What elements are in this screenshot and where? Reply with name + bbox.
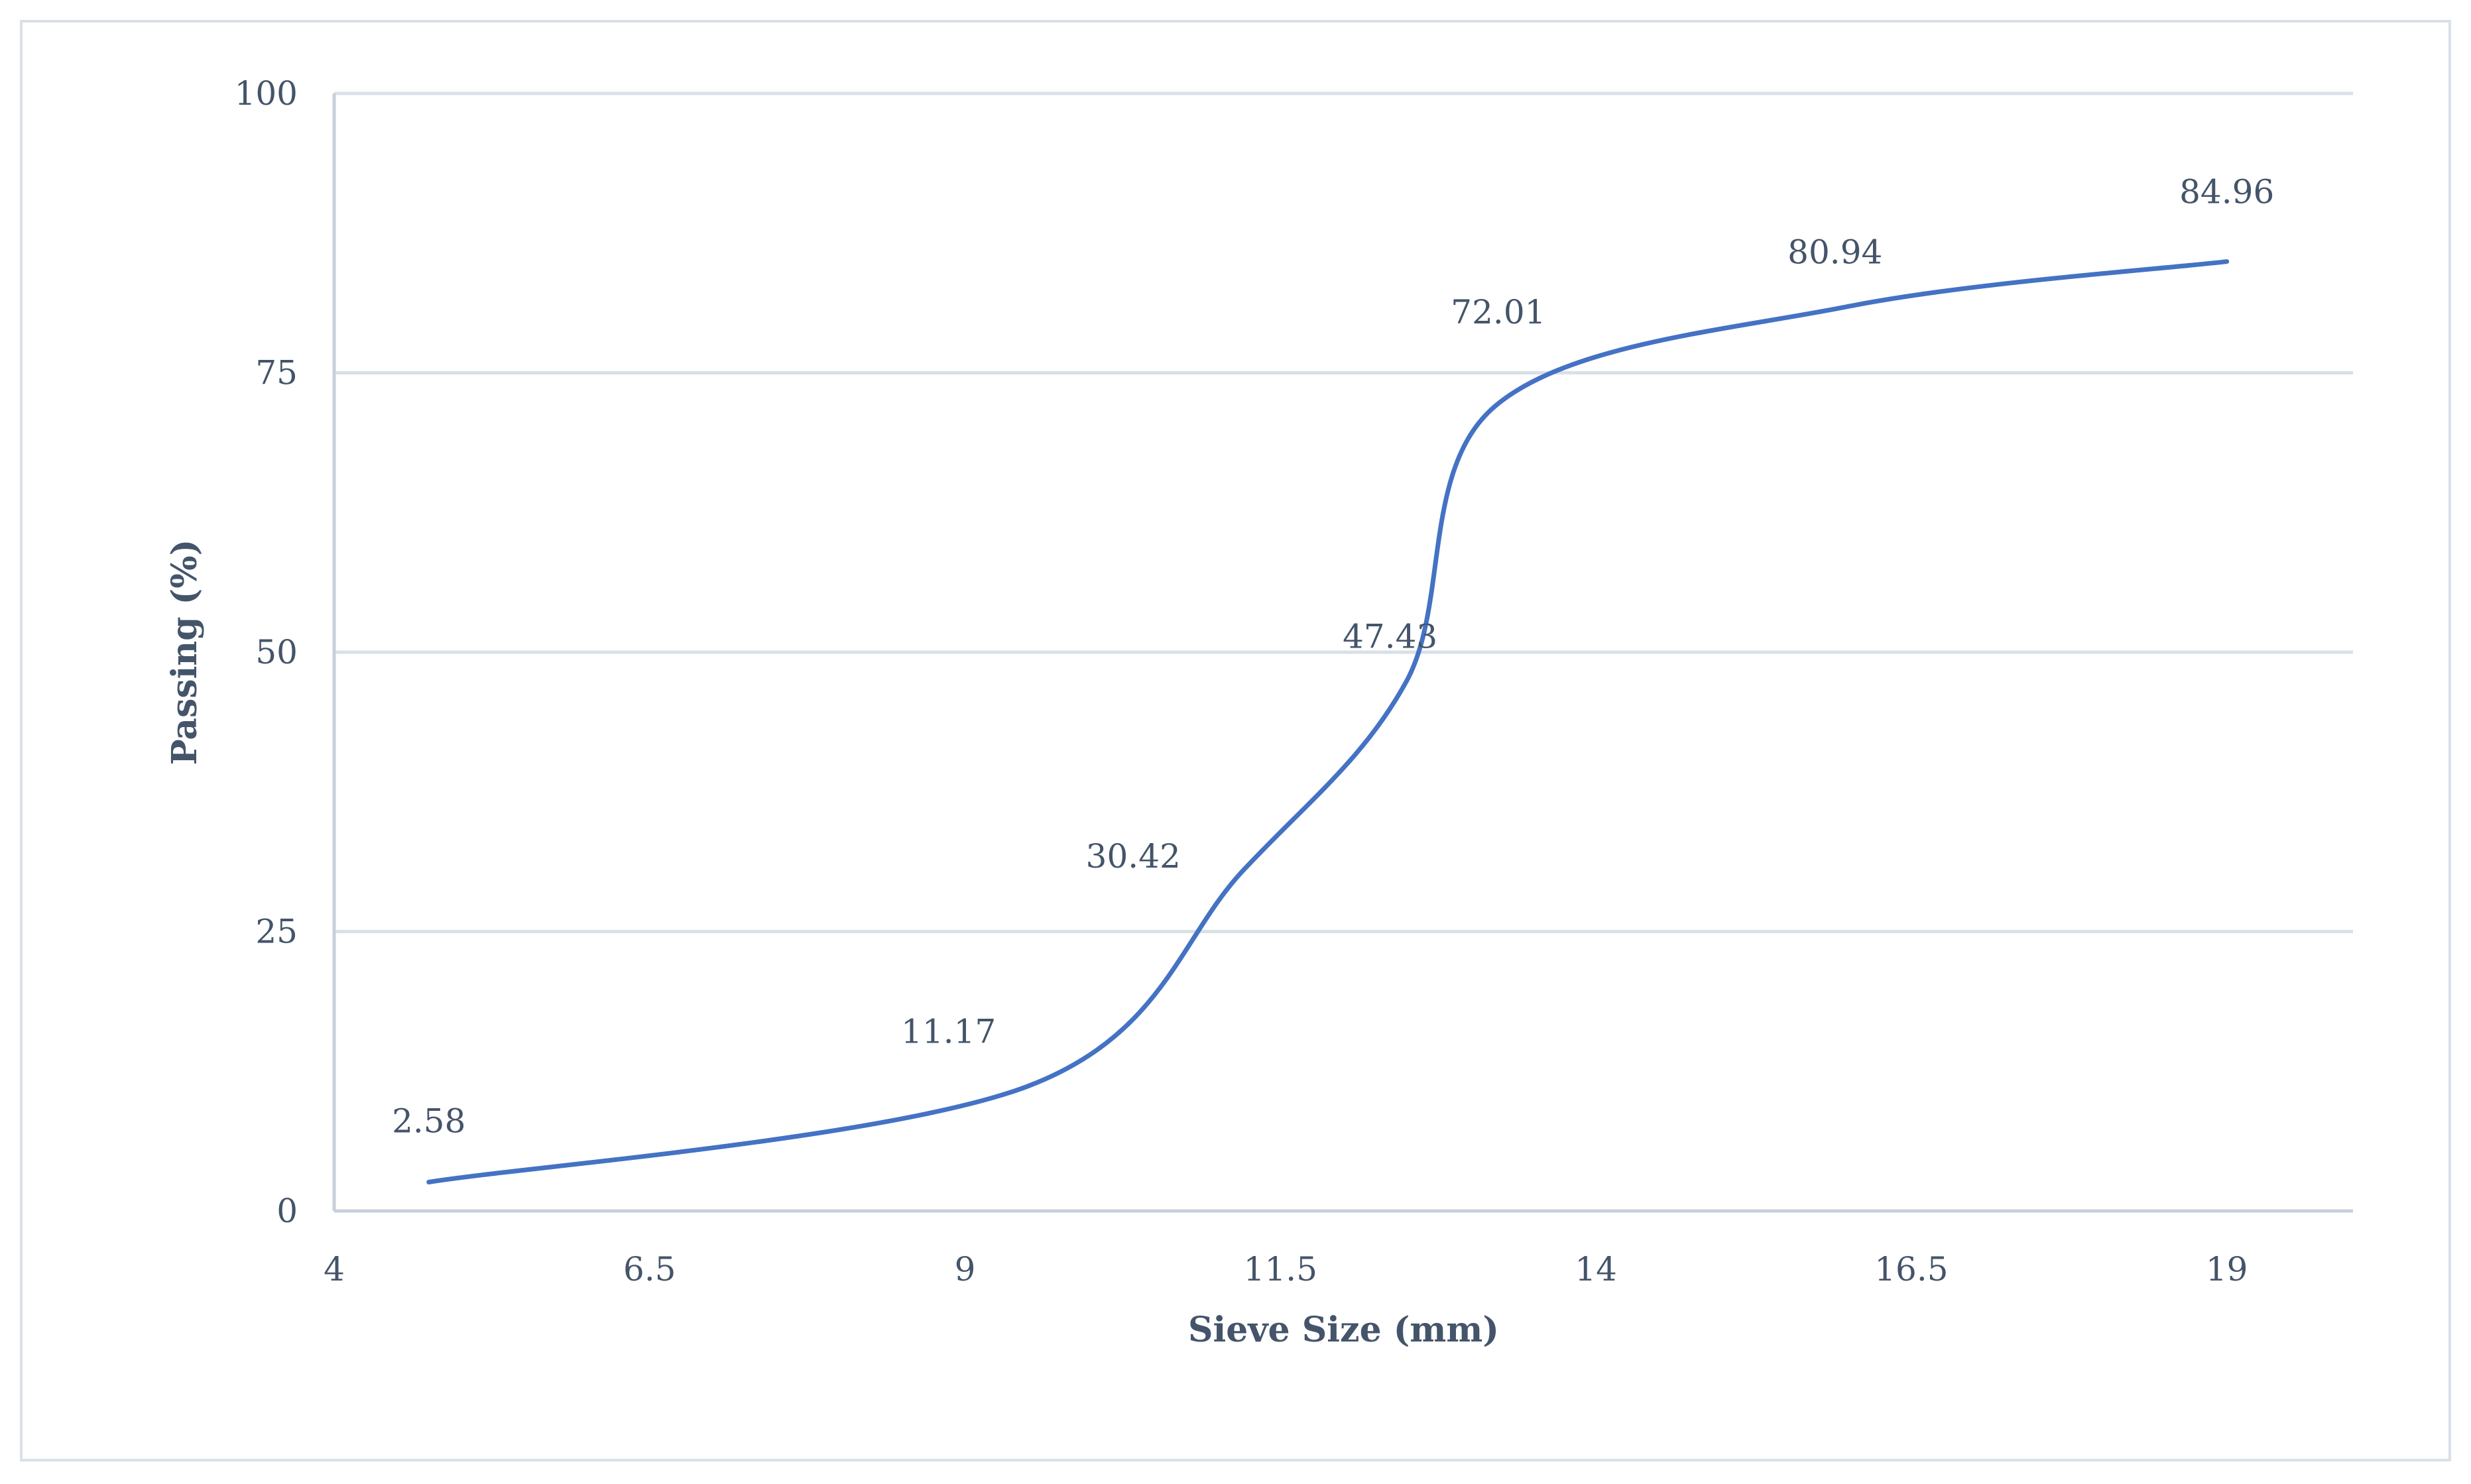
chart-frame: 0 25 50 75 100 4 6.5 9 11.5 14 16.5 19 2.58 11.17 30.4…	[20, 20, 2451, 1461]
data-label: 84.96	[2179, 173, 2274, 211]
label-layer: 0 25 50 75 100 4 6.5 9 11.5 14 16.5 19 2.58 11.17 30.4…	[235, 74, 2275, 1288]
x-tick-label: 9	[955, 1250, 976, 1288]
data-label: 11.17	[901, 1013, 996, 1051]
data-label: 47.43	[1343, 617, 1437, 656]
y-tick-label: 75	[255, 354, 298, 392]
sieve-chart: 0 25 50 75 100 4 6.5 9 11.5 14 16.5 19 2.58 11.17 30.4…	[164, 74, 2353, 1350]
y-tick-label: 25	[255, 913, 298, 951]
y-tick-label: 50	[255, 633, 298, 671]
x-tick-label: 6.5	[623, 1250, 676, 1288]
y-tick-label: 100	[235, 74, 298, 113]
x-tick-label: 11.5	[1244, 1250, 1317, 1288]
series-layer	[426, 259, 2230, 1184]
axis-layer	[332, 93, 2353, 1213]
y-axis-title: Passing (%)	[164, 540, 205, 766]
x-tick-label: 19	[2206, 1250, 2248, 1288]
data-label: 72.01	[1451, 293, 1545, 331]
grid-layer	[334, 91, 2353, 933]
x-axis-title: Sieve Size (mm)	[1188, 1310, 1499, 1350]
data-label: 80.94	[1787, 233, 1882, 271]
data-label: 2.58	[392, 1102, 465, 1141]
data-label: 30.42	[1086, 837, 1181, 876]
series-line	[426, 259, 2230, 1184]
x-tick-label: 16.5	[1874, 1250, 1948, 1288]
x-tick-label: 4	[324, 1250, 345, 1288]
x-tick-label: 14	[1575, 1250, 1617, 1288]
y-tick-label: 0	[276, 1192, 298, 1230]
